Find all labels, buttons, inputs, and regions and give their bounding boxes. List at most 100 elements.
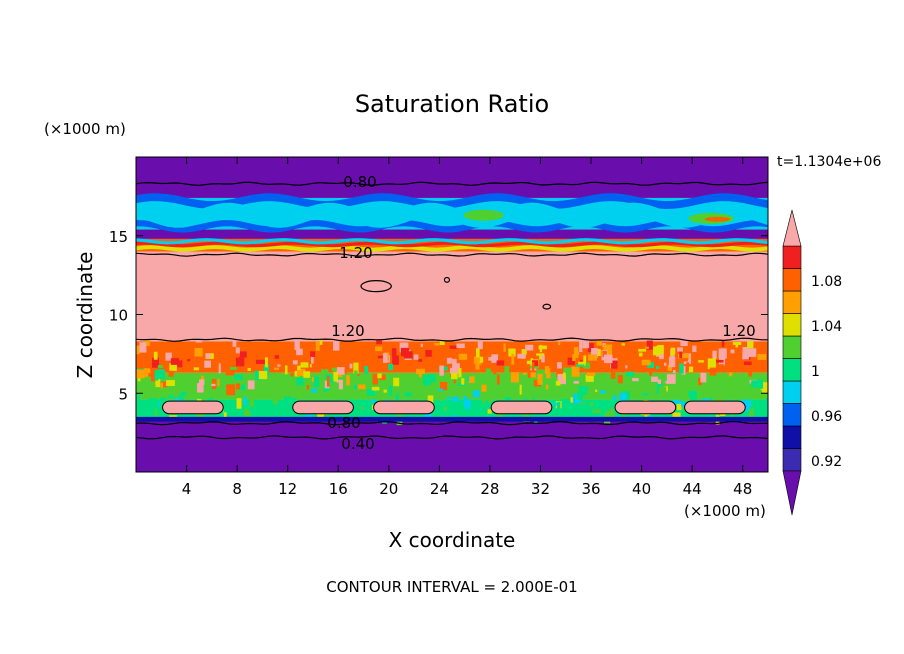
convective-cell [583, 355, 587, 364]
convective-cell [620, 361, 624, 365]
convective-cell [211, 383, 216, 387]
convective-cell [306, 412, 312, 418]
convective-cell [197, 398, 202, 401]
convective-cell [680, 358, 688, 362]
convective-cell [377, 355, 387, 359]
convective-cell [609, 358, 618, 361]
convective-cell [328, 363, 331, 371]
convective-cell [225, 369, 235, 376]
convective-cell [488, 395, 493, 403]
convective-cell [357, 384, 366, 390]
convective-cell [275, 394, 284, 400]
convective-cell [283, 396, 291, 406]
convective-cell [571, 366, 580, 377]
convective-cell [477, 341, 483, 350]
convective-cell [532, 355, 540, 360]
convective-cell [333, 340, 340, 351]
colorbar-box-9 [782, 268, 802, 292]
convective-cell [247, 380, 255, 390]
convective-cell [204, 360, 212, 368]
convective-cell [160, 382, 163, 389]
colorbar-label-4: 1.08 [811, 274, 842, 290]
convective-cell [218, 363, 221, 374]
convective-cell [670, 347, 675, 356]
convective-cell [243, 396, 247, 406]
convective-cell [721, 340, 725, 347]
convective-cell [654, 411, 661, 420]
convective-cell [336, 379, 343, 390]
convective-cell [296, 377, 304, 386]
convective-cell [707, 358, 716, 370]
colorbar-box-7 [782, 313, 802, 337]
convective-cell [277, 364, 281, 367]
convective-cell [354, 384, 358, 390]
convective-cell [272, 394, 278, 405]
convective-cell [701, 398, 710, 402]
cloud-base-patch-3 [490, 400, 553, 415]
convective-cell [517, 353, 526, 359]
contour-line-0 [136, 181, 768, 186]
convective-cell [145, 410, 153, 416]
convective-cell [151, 357, 160, 368]
convective-cell [611, 360, 618, 369]
convective-cell [645, 346, 649, 349]
convective-cell [712, 350, 717, 359]
convective-cell [642, 393, 649, 396]
convective-cell [576, 391, 584, 402]
convective-cell [234, 374, 243, 380]
convective-cell [720, 376, 725, 385]
convective-cell [243, 409, 251, 417]
field-band-4 [136, 251, 768, 342]
convective-cell [153, 351, 158, 360]
time-label: t=1.1304e+06 [777, 154, 881, 170]
convective-cell [331, 367, 337, 372]
convective-cell [479, 356, 484, 363]
convective-cell [184, 386, 191, 392]
convective-cell [194, 348, 203, 357]
convective-cell [382, 353, 388, 363]
convective-cell [541, 355, 545, 363]
x-tick-label-1: 8 [232, 480, 242, 498]
convective-cell [473, 356, 482, 365]
convective-cell [508, 348, 516, 357]
x-axis-label: X coordinate [389, 528, 516, 552]
colorbar-box-1 [782, 448, 802, 472]
convective-cell [488, 370, 492, 381]
convective-cell [747, 341, 754, 349]
convective-cell [180, 391, 187, 396]
chart-title: Saturation Ratio [355, 90, 549, 118]
convective-cell [537, 377, 543, 385]
convective-cell [574, 347, 579, 358]
x-tick-label-5: 24 [430, 480, 449, 498]
convective-cell [481, 384, 487, 392]
convective-cell [596, 348, 601, 356]
colorbar-box-5 [782, 358, 802, 382]
y-tick-label-2: 15 [109, 228, 128, 246]
convective-cell [754, 362, 758, 372]
convective-cell [270, 409, 273, 416]
convective-cell [556, 356, 563, 363]
convective-cell [353, 362, 359, 374]
convective-cell [570, 397, 575, 403]
orange-patch [704, 216, 731, 222]
convective-cell [249, 353, 253, 356]
convective-cell [587, 343, 594, 353]
cloud-base-patch-5 [684, 400, 746, 415]
convective-cell [439, 365, 444, 376]
convective-cell [252, 351, 262, 359]
convective-cell [371, 386, 380, 391]
convective-cell [231, 353, 240, 357]
convective-cell [169, 363, 177, 372]
plot-area [136, 157, 768, 472]
convective-cell [451, 396, 460, 402]
convective-cell [187, 358, 191, 362]
convective-cell [141, 401, 147, 405]
convective-cell [168, 415, 178, 418]
colorbar-label-0: 0.92 [811, 454, 842, 470]
cloud-base-patch-4 [614, 400, 677, 415]
convective-cell [143, 368, 151, 377]
convective-cell [530, 372, 536, 378]
convective-cell [427, 395, 434, 406]
convective-cell [749, 403, 756, 407]
convective-cell [680, 340, 688, 347]
